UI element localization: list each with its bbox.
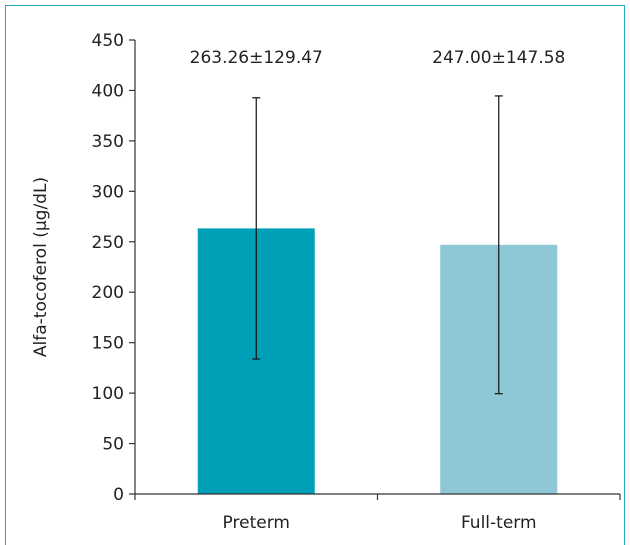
y-tick-label: 150 — [92, 334, 124, 354]
data-labels: 263.26±129.47 247.00±147.58 — [190, 48, 566, 68]
data-label: 263.26±129.47 — [190, 48, 323, 68]
y-tick-label: 50 — [102, 435, 124, 455]
y-axis-title: Alfa-tocoferol (μg/dL) — [31, 177, 51, 357]
chart-frame — [5, 5, 625, 545]
y-tick-label: 300 — [92, 182, 124, 202]
x-axis-ticks: Preterm Full-term — [134, 494, 621, 533]
x-tick-label: Full-term — [461, 513, 537, 533]
x-tick-label: Preterm — [223, 513, 290, 533]
y-tick-label: 250 — [92, 233, 124, 253]
y-tick-label: 100 — [92, 384, 124, 404]
y-tick-label: 450 — [92, 31, 124, 51]
error-bars — [252, 95, 503, 395]
y-tick-label: 350 — [92, 132, 124, 152]
y-tick-label: 200 — [92, 283, 124, 303]
y-tick-label: 0 — [113, 485, 124, 505]
bars — [197, 228, 558, 495]
data-label: 247.00±147.58 — [432, 48, 565, 68]
y-axis-ticks: 0 50 100 150 200 250 300 350 400 450 — [92, 31, 135, 505]
y-tick-label: 400 — [92, 81, 124, 101]
